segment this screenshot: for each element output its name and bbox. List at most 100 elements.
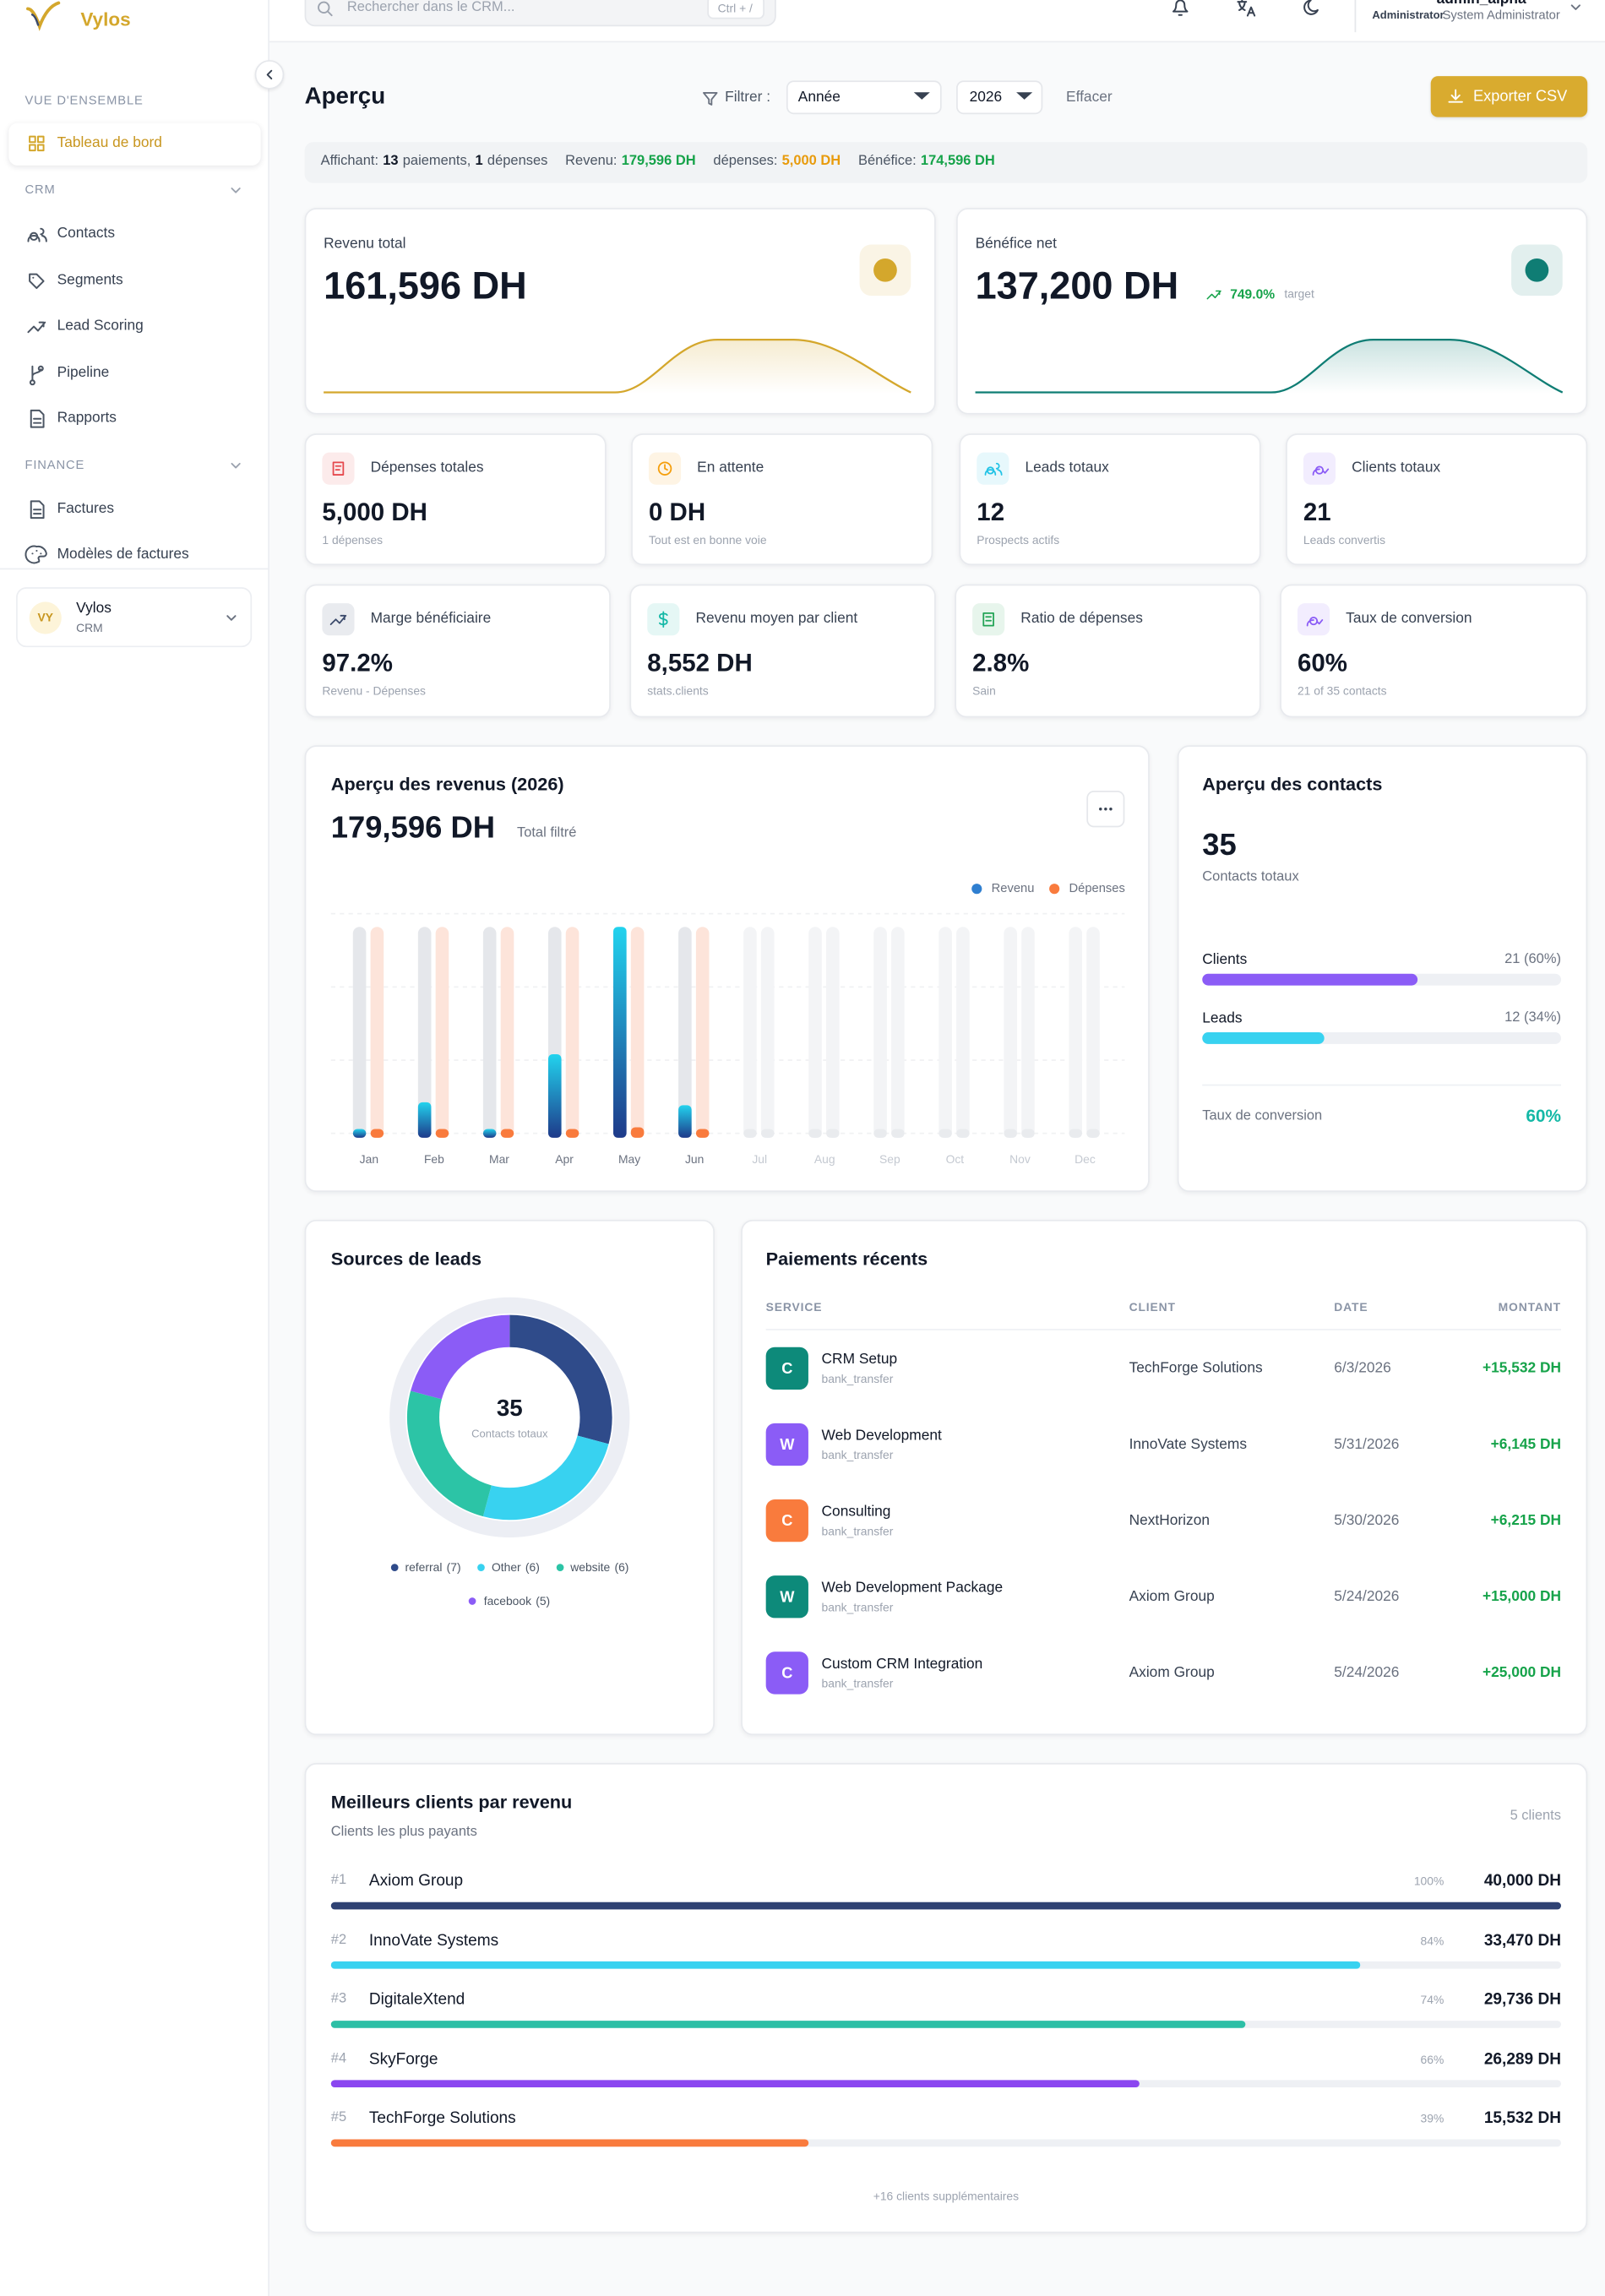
user-name[interactable]: admin_alpha bbox=[1437, 0, 1526, 8]
payment-client: Axiom Group bbox=[1129, 1589, 1215, 1606]
client-amount: 15,532 DH bbox=[1483, 2109, 1561, 2128]
search-box[interactable] bbox=[304, 0, 776, 27]
stat-value: 2.8% bbox=[972, 649, 1030, 677]
stat-card bbox=[959, 433, 1261, 566]
legend-value: (7) bbox=[446, 1560, 461, 1575]
breakdown-value: 21 (60%) bbox=[1504, 950, 1561, 967]
lead-sources-card bbox=[304, 1219, 715, 1736]
shortcut-hint bbox=[707, 0, 764, 19]
top-clients-subtitle: Clients les plus payants bbox=[330, 1824, 477, 1841]
summary-count: 13 bbox=[383, 153, 399, 170]
contacts-total: 35 bbox=[1202, 828, 1237, 862]
payment-client: InnoVate Systems bbox=[1129, 1436, 1248, 1453]
breakdown-value: 12 (34%) bbox=[1504, 1009, 1561, 1026]
x-tick-label: Feb bbox=[423, 1152, 444, 1167]
kpi-trend-note: target bbox=[1284, 287, 1314, 302]
client-percent: 66% bbox=[1420, 2053, 1444, 2066]
stat-value: 97.2% bbox=[322, 649, 393, 677]
client-percent: 74% bbox=[1420, 1993, 1444, 2007]
stat-card bbox=[304, 584, 611, 718]
nav-section-title: FINANCE bbox=[24, 457, 85, 472]
kpi-value: 137,200 DH bbox=[975, 264, 1179, 308]
nav-item-label[interactable]: Pipeline bbox=[57, 365, 110, 382]
x-tick-label: May bbox=[618, 1152, 641, 1167]
conversion-value: 60% bbox=[1526, 1105, 1561, 1127]
payment-date: 6/3/2026 bbox=[1334, 1360, 1391, 1377]
payment-service: Web Development bbox=[821, 1428, 942, 1445]
client-name: TechForge Solutions bbox=[368, 2109, 516, 2128]
client-percent: 84% bbox=[1420, 1934, 1444, 1948]
x-tick-label: Dec bbox=[1075, 1152, 1096, 1167]
x-tick-label: Jul bbox=[752, 1152, 768, 1167]
x-tick-label: Jan bbox=[359, 1152, 379, 1167]
nav-item-label[interactable]: Tableau de bord bbox=[57, 134, 162, 151]
export-label[interactable]: Exporter CSV bbox=[1472, 87, 1568, 106]
nav-item[interactable] bbox=[8, 122, 261, 166]
donut-legend: referral (7) Other (6) website (6) facebook (5) bbox=[366, 1558, 653, 1610]
summary-label: dépenses: bbox=[713, 153, 778, 170]
kpi-trend: 749.0% bbox=[1230, 286, 1276, 302]
icon-stroke bbox=[703, 91, 718, 106]
stat-note: Leads convertis bbox=[1303, 533, 1386, 547]
x-tick-label: Sep bbox=[879, 1152, 900, 1167]
legend-item: Other (6) bbox=[476, 1558, 540, 1577]
nav-item-label[interactable]: Lead Scoring bbox=[57, 318, 144, 335]
payment-amount: +15,532 DH bbox=[1482, 1360, 1561, 1377]
payment-amount: +6,215 DH bbox=[1490, 1513, 1561, 1530]
stat-value: 60% bbox=[1297, 649, 1347, 677]
summary-value: 179,596 DH bbox=[621, 153, 696, 170]
donut-center-value: 35 bbox=[496, 1396, 523, 1422]
nav-item-label[interactable]: Segments bbox=[57, 272, 123, 289]
payment-method: bank_transfer bbox=[821, 1677, 894, 1691]
icon-button[interactable] bbox=[1230, 0, 1262, 24]
x-tick-label: Jun bbox=[684, 1152, 705, 1167]
column-header: DATE bbox=[1334, 1300, 1368, 1314]
payment-client: Axiom Group bbox=[1129, 1665, 1215, 1682]
stat-icon-box bbox=[1297, 603, 1330, 636]
legend-item: referral (7) bbox=[390, 1558, 461, 1577]
payment-date: 5/30/2026 bbox=[1334, 1513, 1400, 1530]
icon bbox=[703, 91, 718, 106]
stat-note: 1 dépenses bbox=[322, 533, 384, 547]
clear-filter[interactable]: Effacer bbox=[1066, 90, 1113, 106]
stat-icon-box bbox=[322, 452, 355, 485]
stat-label: Revenu moyen par client bbox=[695, 611, 858, 628]
nav-item-label[interactable]: Factures bbox=[57, 501, 115, 518]
nav-item[interactable] bbox=[8, 398, 260, 440]
payments-title: Paiements récents bbox=[765, 1249, 928, 1270]
client-rank: #5 bbox=[330, 2109, 347, 2126]
icon-button[interactable] bbox=[1164, 0, 1196, 24]
kpi-value: 161,596 DH bbox=[324, 264, 527, 308]
client-rank: #4 bbox=[330, 2049, 347, 2066]
workspace-name: Vylos bbox=[76, 601, 112, 618]
stat-card bbox=[955, 584, 1261, 718]
summary-value: 5,000 DH bbox=[781, 153, 841, 170]
icon-button[interactable] bbox=[1296, 0, 1328, 24]
nav-item[interactable] bbox=[8, 353, 260, 395]
nav-item-label[interactable]: Rapports bbox=[57, 410, 117, 427]
payment-method: bank_transfer bbox=[821, 1525, 894, 1538]
stat-label: Ratio de dépenses bbox=[1020, 611, 1143, 628]
contacts-total-label: Contacts totaux bbox=[1202, 868, 1299, 885]
search-placeholder: Rechercher dans le CRM... bbox=[346, 0, 515, 16]
collapse-button[interactable] bbox=[254, 60, 285, 90]
payment-date: 5/31/2026 bbox=[1334, 1436, 1400, 1453]
summary-label: Bénéfice: bbox=[858, 153, 917, 170]
payment-client: NextHorizon bbox=[1129, 1513, 1210, 1530]
stat-note: Sain bbox=[972, 684, 996, 698]
legend-value: (6) bbox=[525, 1560, 540, 1575]
column-header: CLIENT bbox=[1129, 1300, 1176, 1314]
chart-menu[interactable] bbox=[1086, 791, 1125, 828]
nav-item-label[interactable]: Contacts bbox=[57, 226, 116, 242]
stat-card bbox=[1286, 433, 1588, 566]
nav-item[interactable] bbox=[8, 489, 260, 531]
chart-title: Aperçu des revenus (2026) bbox=[330, 774, 564, 795]
nav-item[interactable] bbox=[8, 261, 260, 303]
top-clients-card bbox=[304, 1763, 1588, 2233]
nav-item-label[interactable]: Modèles de factures bbox=[57, 546, 189, 563]
stat-value: 8,552 DH bbox=[647, 649, 753, 677]
nav-item[interactable] bbox=[8, 214, 260, 256]
client-amount: 29,736 DH bbox=[1483, 1990, 1561, 2009]
sidebar bbox=[0, 0, 269, 2296]
